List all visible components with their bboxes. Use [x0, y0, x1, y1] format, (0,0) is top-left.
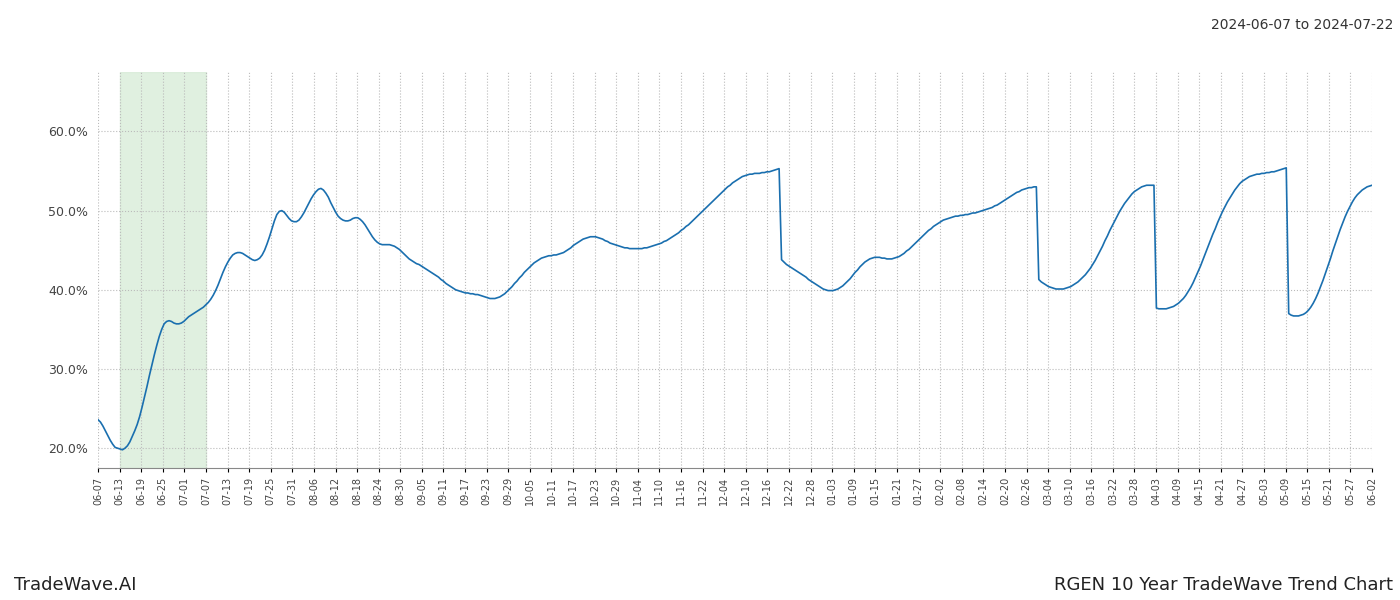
Text: TradeWave.AI: TradeWave.AI: [14, 576, 137, 594]
Bar: [119, 72, 206, 468]
Text: 2024-06-07 to 2024-07-22: 2024-06-07 to 2024-07-22: [1211, 18, 1393, 32]
Text: RGEN 10 Year TradeWave Trend Chart: RGEN 10 Year TradeWave Trend Chart: [1054, 576, 1393, 594]
